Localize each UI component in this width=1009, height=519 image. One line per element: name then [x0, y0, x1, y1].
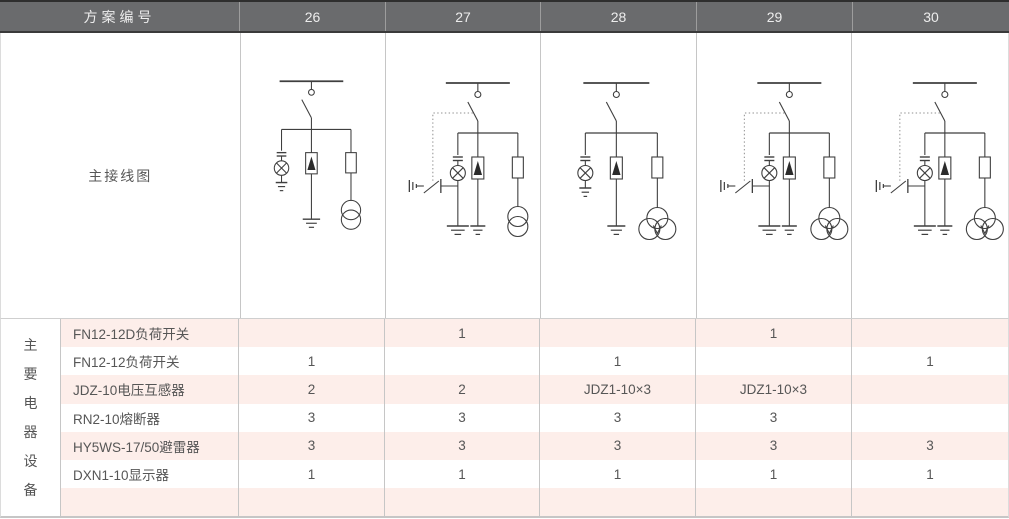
header-scheme-27: 27	[386, 2, 541, 31]
header-scheme-30: 30	[923, 8, 939, 25]
table-header-row: 方案编号 26 27 28 29 30	[0, 0, 1009, 33]
table-row: FN12-12负荷开关 1 1 1	[61, 347, 1008, 376]
table-row: HY5WS-17/50避雷器 3 3 3 3 3	[61, 431, 1008, 460]
qty-cell	[385, 488, 540, 517]
equipment-name: JDZ-10电压互感器	[61, 375, 239, 404]
qty-cell	[852, 319, 1008, 347]
qty-cell: 3	[540, 431, 696, 460]
equipment-name: RN2-10熔断器	[61, 403, 239, 432]
equipment-rows: FN12-12D负荷开关 1 1 FN12-12负荷开关 1 1 1 JDZ-1…	[61, 319, 1008, 517]
equipment-name: DXN1-10显示器	[61, 459, 239, 489]
qty-cell	[852, 404, 1008, 432]
qty-cell	[540, 319, 696, 348]
vertical-label-char: 备	[23, 482, 38, 499]
qty-cell: 1	[385, 459, 540, 489]
vertical-label-char: 主	[23, 337, 38, 354]
qty-cell: 3	[385, 403, 540, 432]
qty-cell	[852, 375, 1008, 403]
qty-cell: 1	[239, 347, 385, 376]
qty-cell: 1	[540, 459, 696, 489]
main-equipment-section: 主 要 电 器 设 备 FN12-12D负荷开关 1 1 FN12-12负荷开关…	[0, 318, 1009, 519]
qty-cell: 3	[696, 403, 852, 432]
header-scheme-29: 29	[697, 2, 853, 31]
qty-cell	[540, 488, 696, 517]
qty-cell	[239, 319, 385, 348]
header-scheme-28: 28	[541, 2, 697, 31]
qty-cell	[239, 488, 385, 517]
qty-cell: JDZ1-10×3	[540, 375, 696, 404]
wiring-diagram-scheme-26	[241, 33, 387, 318]
qty-cell: 1	[696, 319, 852, 348]
qty-cell	[696, 347, 852, 376]
qty-cell: 1	[926, 353, 934, 369]
qty-cell: 3	[540, 403, 696, 432]
table-row: JDZ-10电压互感器 2 2 JDZ1-10×3 JDZ1-10×3	[61, 375, 1008, 404]
wiring-diagram-scheme-28	[541, 33, 697, 318]
main-wiring-diagram-label: 主接线图	[1, 33, 241, 318]
wiring-diagram-scheme-29	[697, 33, 853, 318]
qty-cell: 3	[696, 431, 852, 460]
qty-cell	[852, 488, 1008, 516]
qty-cell: 3	[239, 403, 385, 432]
qty-cell: 1	[385, 319, 540, 348]
qty-cell: 1	[239, 459, 385, 489]
header-scheme-number-label: 方案编号	[0, 2, 240, 31]
equipment-name: HY5WS-17/50避雷器	[61, 431, 239, 460]
qty-cell	[696, 488, 852, 517]
header-scheme-26: 26	[240, 2, 386, 31]
vertical-label-char: 电	[23, 395, 38, 412]
table-row: RN2-10熔断器 3 3 3 3	[61, 403, 1008, 432]
main-wiring-diagram-row: 主接线图	[0, 33, 1009, 318]
equipment-name: FN12-12D负荷开关	[61, 319, 239, 348]
wiring-diagram-scheme-27	[386, 33, 541, 318]
qty-cell: 3	[926, 438, 934, 454]
equipment-name: FN12-12负荷开关	[61, 347, 239, 376]
table-row: DXN1-10显示器 1 1 1 1 1	[61, 459, 1008, 489]
vertical-label-char: 器	[23, 424, 38, 441]
qty-cell: 1	[926, 466, 934, 482]
vertical-label-char: 要	[23, 366, 38, 383]
equipment-name	[61, 488, 239, 517]
qty-cell: 2	[385, 375, 540, 404]
qty-cell: 1	[540, 347, 696, 376]
qty-cell	[385, 347, 540, 376]
qty-cell: 3	[385, 431, 540, 460]
vertical-label-char: 设	[23, 453, 38, 470]
qty-cell: 1	[696, 459, 852, 489]
wiring-diagram-scheme-30	[852, 33, 1008, 318]
qty-cell: 3	[239, 431, 385, 460]
table-row: FN12-12D负荷开关 1 1	[61, 319, 1008, 348]
vertical-label-main-equipment: 主 要 电 器 设 备	[1, 319, 61, 517]
table-row	[61, 488, 1008, 517]
qty-cell: JDZ1-10×3	[696, 375, 852, 404]
qty-cell: 2	[239, 375, 385, 404]
